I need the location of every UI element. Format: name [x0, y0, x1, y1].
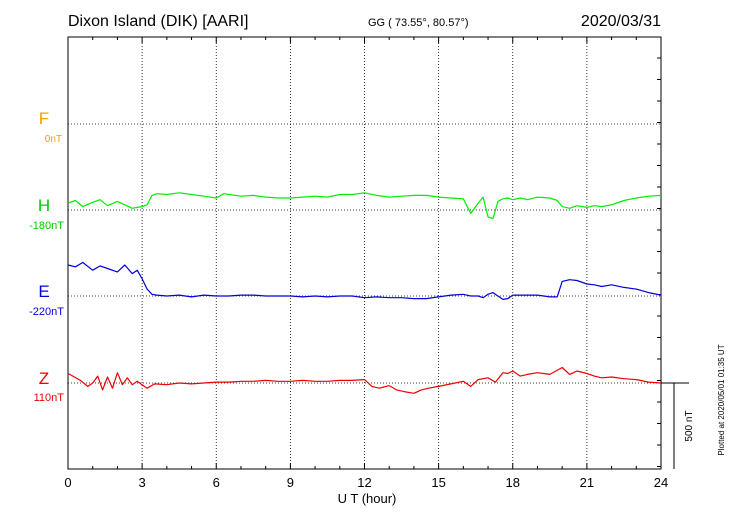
x-tick-label: 3 [139, 475, 146, 490]
chart-title: Dixon Island (DIK) [AARI] [68, 13, 249, 30]
x-tick-label: 0 [64, 475, 71, 490]
x-tick-label: 9 [287, 475, 294, 490]
series-line-h [67, 192, 662, 220]
coordinates-label: GG ( 73.55°, 80.57°) [368, 17, 469, 29]
scale-bar-label: 500 nT [684, 410, 695, 441]
series-label-z: Z [39, 369, 49, 388]
series-baseline-e: -220nT [29, 306, 64, 318]
series-label-h: H [38, 196, 50, 215]
series-baseline-z: 110nT [34, 392, 65, 404]
x-tick-label: 12 [357, 475, 371, 490]
date-label: 2020/03/31 [581, 13, 661, 30]
x-tick-label: 6 [213, 475, 220, 490]
grid-lines [68, 37, 661, 469]
x-axis-label: U T (hour) [338, 491, 397, 506]
x-tick-label: 21 [580, 475, 594, 490]
series-label-e: E [38, 282, 49, 301]
x-axis-ticks: 0 3 6 9 12 15 18 21 24 [64, 37, 668, 490]
series-line-z [67, 366, 662, 394]
x-tick-label: 24 [654, 475, 668, 490]
series-baseline-f: 0nT [45, 134, 62, 145]
x-tick-label: 18 [506, 475, 520, 490]
series-line-e [67, 261, 662, 300]
x-tick-label: 15 [431, 475, 445, 490]
series-lines [67, 192, 662, 394]
series-baseline-h: -180nT [29, 220, 64, 232]
series-label-f: F [39, 109, 49, 128]
plotted-note: Plotted at 2020/05/01 01:35 UT [717, 344, 726, 455]
